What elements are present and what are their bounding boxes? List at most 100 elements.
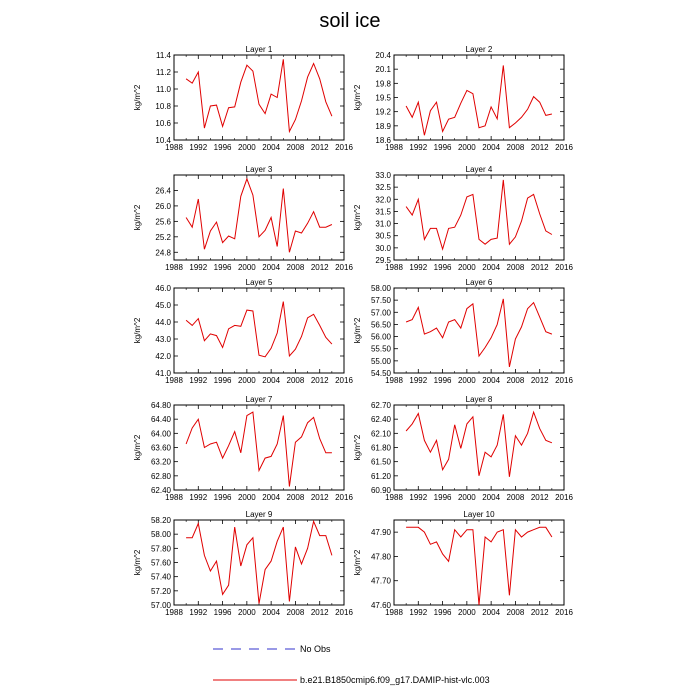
x-tick-label: 2012 — [311, 263, 329, 272]
y-tick-label: 54.50 — [371, 369, 392, 378]
x-tick-label: 2016 — [555, 263, 573, 272]
y-tick-label: 64.40 — [151, 415, 172, 424]
x-tick-label: 1992 — [409, 143, 427, 152]
y-tick-label: 24.8 — [155, 248, 171, 257]
x-tick-label: 1992 — [409, 493, 427, 502]
panel-title: Layer 4 — [466, 165, 493, 174]
y-tick-label: 18.9 — [375, 122, 391, 131]
y-axis-label: kg/m^2 — [133, 549, 142, 575]
x-tick-label: 1996 — [214, 493, 232, 502]
panel-frame — [173, 404, 345, 491]
x-tick-label: 1992 — [189, 263, 207, 272]
panel-frame — [173, 287, 345, 374]
x-tick-label: 2008 — [287, 263, 305, 272]
x-tick-label: 2008 — [287, 376, 305, 385]
x-tick-label: 2016 — [335, 263, 353, 272]
x-tick-label: 2016 — [555, 143, 573, 152]
x-tick-label: 2012 — [531, 143, 549, 152]
y-tick-label: 57.00 — [371, 308, 392, 317]
y-tick-label: 61.50 — [371, 458, 392, 467]
x-tick-label: 2000 — [458, 493, 476, 502]
y-tick-label: 62.40 — [371, 415, 392, 424]
y-tick-label: 20.1 — [375, 65, 391, 74]
y-tick-label: 20.4 — [375, 51, 391, 60]
panel-frame — [393, 519, 565, 606]
x-tick-label: 2000 — [238, 608, 256, 617]
x-tick-label: 1988 — [165, 608, 183, 617]
y-tick-label: 25.6 — [155, 217, 171, 226]
x-tick-label: 2000 — [238, 493, 256, 502]
x-tick-label: 1992 — [189, 143, 207, 152]
series-line — [405, 298, 553, 368]
y-tick-label: 29.5 — [375, 256, 391, 265]
x-tick-label: 1988 — [385, 608, 403, 617]
y-tick-label: 11.2 — [156, 68, 172, 77]
x-tick-label: 2008 — [507, 608, 525, 617]
x-tick-label: 2000 — [238, 376, 256, 385]
y-tick-label: 47.60 — [371, 601, 392, 610]
x-tick-label: 1996 — [214, 376, 232, 385]
x-tick-label: 2008 — [287, 143, 305, 152]
x-tick-label: 2000 — [238, 263, 256, 272]
y-tick-label: 62.70 — [371, 401, 392, 410]
x-tick-label: 2004 — [482, 608, 500, 617]
y-tick-label: 62.80 — [151, 472, 172, 481]
y-tick-label: 57.60 — [151, 559, 172, 568]
x-tick-label: 2008 — [507, 143, 525, 152]
y-tick-label: 46.0 — [155, 284, 171, 293]
x-tick-label: 2012 — [311, 143, 329, 152]
x-tick-label: 2004 — [262, 608, 280, 617]
x-tick-label: 2016 — [335, 376, 353, 385]
y-tick-label: 30.5 — [375, 232, 391, 241]
y-tick-label: 33.0 — [375, 171, 391, 180]
panel-frame — [393, 287, 565, 374]
y-tick-label: 61.80 — [371, 444, 392, 453]
panel-5: Layer 5 kg/m^2 1988 1992 1996 2000 2004 2008 201… — [133, 278, 353, 385]
y-axis-label: kg/m^2 — [353, 549, 362, 575]
y-tick-label: 60.90 — [371, 486, 392, 495]
y-tick-label: 41.0 — [155, 369, 171, 378]
x-tick-label: 2016 — [335, 608, 353, 617]
y-tick-label: 57.00 — [151, 601, 172, 610]
x-tick-label: 2004 — [262, 263, 280, 272]
panel-10: Layer 10 kg/m^2 1988 1992 1996 2000 2004 2008 20… — [353, 510, 573, 617]
y-tick-label: 63.60 — [151, 444, 172, 453]
series-line — [406, 526, 553, 606]
x-tick-label: 2000 — [458, 263, 476, 272]
series-line — [185, 177, 333, 253]
panel-9: Layer 9 kg/m^2 1988 1992 1996 2000 2004 2008 201… — [133, 510, 353, 617]
panel-title: Layer 3 — [246, 165, 273, 174]
x-tick-label: 1988 — [165, 143, 183, 152]
y-axis-label: kg/m^2 — [133, 317, 142, 343]
x-tick-label: 1996 — [214, 143, 232, 152]
panel-8: Layer 8 kg/m^2 1988 1992 1996 2000 2004 2008 201… — [353, 395, 573, 502]
y-tick-label: 43.0 — [155, 335, 171, 344]
x-tick-label: 2012 — [531, 608, 549, 617]
y-tick-label: 58.00 — [151, 530, 172, 539]
y-tick-label: 55.00 — [371, 357, 392, 366]
y-tick-label: 31.5 — [375, 207, 391, 216]
y-tick-label: 61.20 — [371, 472, 392, 481]
x-tick-label: 1988 — [165, 376, 183, 385]
x-tick-label: 1992 — [189, 493, 207, 502]
panel-title: Layer 2 — [466, 45, 493, 54]
x-tick-label: 1996 — [434, 143, 452, 152]
panel-1: Layer 1 kg/m^2 1988 1992 1996 2000 2004 2008 201… — [133, 45, 353, 152]
y-tick-label: 11.0 — [156, 85, 172, 94]
y-tick-label: 32.0 — [375, 195, 391, 204]
y-axis-label: kg/m^2 — [133, 434, 142, 460]
y-axis-label: kg/m^2 — [133, 84, 142, 110]
y-tick-label: 26.0 — [155, 202, 171, 211]
panel-title: Layer 7 — [246, 395, 273, 404]
x-tick-label: 2004 — [482, 493, 500, 502]
x-tick-label: 2012 — [311, 376, 329, 385]
x-tick-label: 1996 — [434, 493, 452, 502]
y-tick-label: 32.5 — [375, 183, 391, 192]
x-tick-label: 1992 — [189, 376, 207, 385]
y-tick-label: 19.2 — [375, 108, 391, 117]
x-tick-label: 2000 — [458, 143, 476, 152]
y-axis-label: kg/m^2 — [353, 204, 362, 230]
y-tick-label: 10.6 — [155, 119, 171, 128]
x-tick-label: 2016 — [555, 493, 573, 502]
